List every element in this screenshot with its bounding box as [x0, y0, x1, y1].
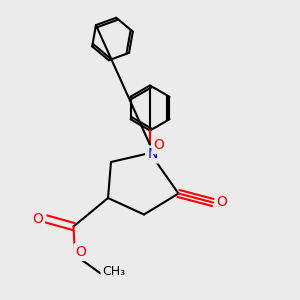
Text: O: O [217, 196, 227, 209]
Text: N: N [147, 148, 158, 161]
Text: O: O [76, 245, 86, 259]
Text: CH₃: CH₃ [102, 265, 126, 278]
Text: O: O [76, 245, 86, 259]
Text: O: O [32, 212, 43, 226]
Text: O: O [154, 138, 164, 152]
Text: O: O [217, 196, 227, 209]
Text: O: O [154, 138, 164, 152]
Text: N: N [147, 148, 158, 161]
Text: O: O [32, 212, 43, 226]
Text: CH₃: CH₃ [102, 265, 126, 278]
